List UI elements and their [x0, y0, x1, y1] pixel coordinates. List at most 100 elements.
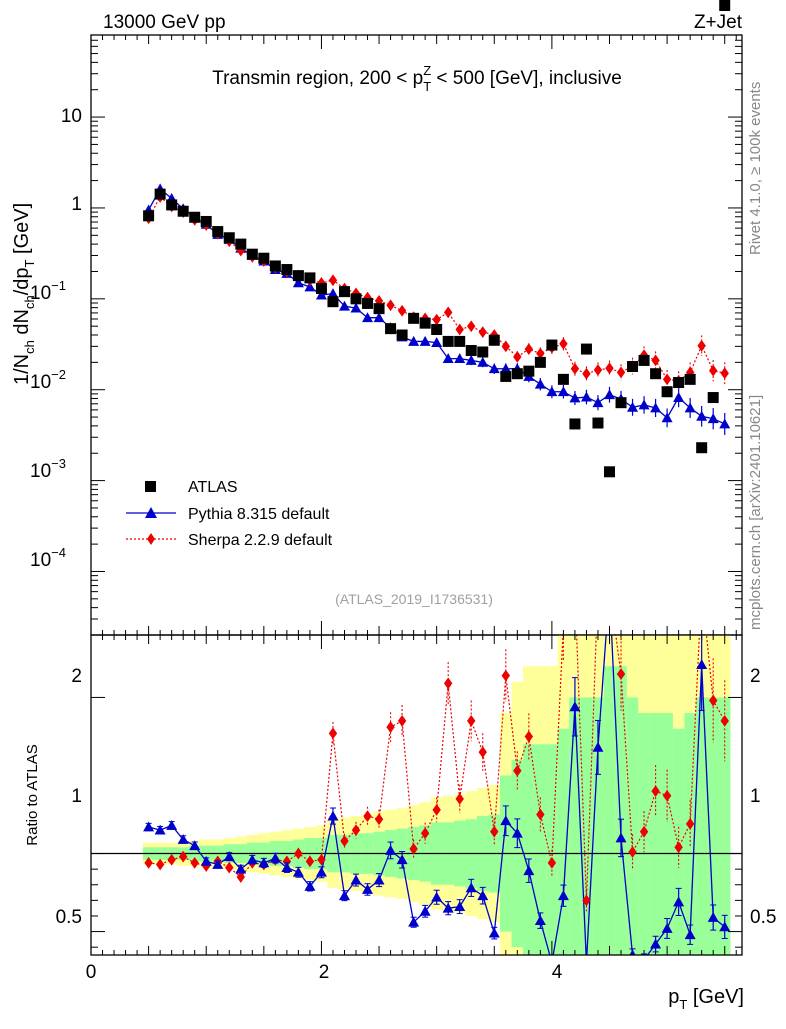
pythia-point — [408, 335, 420, 346]
ratio-sherpa-point — [616, 668, 626, 680]
ylabel-a-sub: ch — [22, 340, 37, 354]
pythia-point — [603, 389, 615, 400]
ratio-pythia-point — [615, 832, 627, 843]
main-panel: Transmin region, 200 < pZ T < 500 [GeV], … — [11, 0, 743, 636]
ratio-pythia-point — [523, 865, 535, 876]
atlas-point — [627, 361, 639, 373]
atlas-point — [707, 392, 719, 404]
ylabel-a: 1/N — [11, 354, 33, 385]
pythia-point — [546, 386, 558, 397]
ratio-band-inner — [661, 713, 673, 955]
sherpa-line — [148, 196, 725, 382]
ratio-pythia-point — [500, 815, 512, 826]
atlas-point — [719, 0, 731, 11]
pythia-point — [557, 386, 569, 397]
atlas-point — [154, 188, 166, 200]
ratio-pythia-point — [304, 880, 316, 891]
ytick-label-1e-3: 10−3 — [30, 456, 66, 482]
ratio-ytick-label-0-5-right: 0.5 — [750, 907, 776, 928]
pythia-point — [304, 281, 316, 292]
ratio-pythia-point — [431, 891, 443, 902]
ratio-frame — [90, 634, 743, 956]
ratio-ytick-label-2-right: 2 — [750, 666, 761, 687]
atlas-point — [465, 345, 477, 357]
ytick-label-1e-2: 10−2 — [30, 367, 66, 393]
ratio-pythia-point — [246, 854, 258, 865]
atlas-point — [373, 303, 385, 315]
sherpa-point — [443, 306, 453, 319]
ratio-pythia-point — [154, 824, 166, 835]
atlas-point — [523, 365, 535, 377]
ratio-sherpa-point — [374, 813, 384, 826]
sherpa-point — [432, 313, 441, 326]
sherpa-point — [616, 366, 626, 379]
pythia-point — [569, 392, 581, 403]
ratio-sherpa-point — [409, 842, 418, 855]
ratio-sherpa-point — [178, 850, 188, 863]
ratio-band-inner — [523, 744, 535, 955]
ratio-sherpa-point — [305, 855, 315, 868]
ylabel-d: [GeV] — [11, 203, 33, 260]
ratio-pythia-point — [189, 840, 201, 851]
ratio-sherpa-point — [651, 785, 660, 797]
ratio-band-inner — [546, 744, 558, 955]
legend: ATLAS Pythia 8.315 default Sherpa 2.2.9 … — [126, 479, 333, 549]
mcplots-label: mcplots.cern.ch [arXiv:2401.10621] — [747, 395, 764, 630]
ratio-pythia-point — [385, 844, 397, 855]
sherpa-point — [467, 320, 476, 333]
ratio-pythia-point — [707, 912, 719, 922]
ratio-pythia-point — [511, 827, 523, 838]
ratio-pythia-point — [292, 866, 304, 877]
ytick-label-1e-4: 10−4 — [30, 545, 66, 571]
sherpa-point — [524, 343, 534, 355]
ratio-pythia-point — [235, 863, 247, 874]
ratio-pythia-point — [373, 874, 385, 885]
ratio-sherpa-point — [340, 835, 349, 847]
ratio-sherpa-point — [478, 746, 487, 758]
atlas-point — [511, 368, 523, 380]
pythia-point — [650, 402, 662, 413]
atlas-point — [408, 312, 420, 324]
ratio-pythia-point — [629, 949, 636, 955]
pythia-point — [719, 418, 731, 429]
atlas-point — [166, 199, 178, 211]
ratio-pythia-point — [258, 857, 270, 868]
legend-atlas-marker — [145, 481, 156, 492]
sherpa-point — [697, 339, 706, 352]
main-ylabel: 1/Nch dNch/dpT [GeV] — [11, 203, 37, 385]
ratio-sherpa-point — [639, 825, 649, 838]
ratio-band-inner — [695, 697, 708, 955]
pythia-point — [696, 410, 708, 421]
ratio-band-inner — [707, 697, 719, 955]
sherpa-point — [720, 367, 729, 380]
ratio-sherpa-point — [547, 857, 557, 869]
atlas-point — [603, 466, 615, 478]
title-after: < 500 [GeV], inclusive — [431, 68, 622, 89]
sherpa-point — [593, 364, 603, 376]
atlas-point — [200, 215, 212, 227]
ratio-sherpa-point — [282, 855, 292, 868]
sherpa-point — [685, 366, 695, 379]
ratio-band-inner — [649, 713, 662, 955]
atlas-point — [684, 373, 696, 385]
pythia-point — [315, 289, 327, 300]
legend-atlas-label: ATLAS — [188, 479, 238, 496]
atlas-point — [431, 323, 443, 335]
atlas-point — [592, 417, 604, 429]
ratio-sherpa-point — [443, 677, 453, 690]
sherpa-point — [478, 326, 487, 339]
ratio-pythia-point — [396, 854, 408, 865]
atlas-point — [534, 356, 546, 368]
atlas-point — [454, 335, 466, 347]
atlas-point — [557, 373, 569, 385]
ratio-sherpa-point — [571, 582, 579, 594]
atlas-point — [258, 252, 270, 264]
ratio-sherpa-point — [167, 853, 176, 866]
ratio-sherpa-point — [559, 620, 567, 632]
sherpa-point — [708, 364, 718, 377]
pythia-point — [454, 353, 466, 363]
ytick-label-1e-1: 10−1 — [30, 278, 66, 304]
ratio-pythia-point — [281, 862, 293, 872]
sherpa-point — [397, 304, 407, 317]
